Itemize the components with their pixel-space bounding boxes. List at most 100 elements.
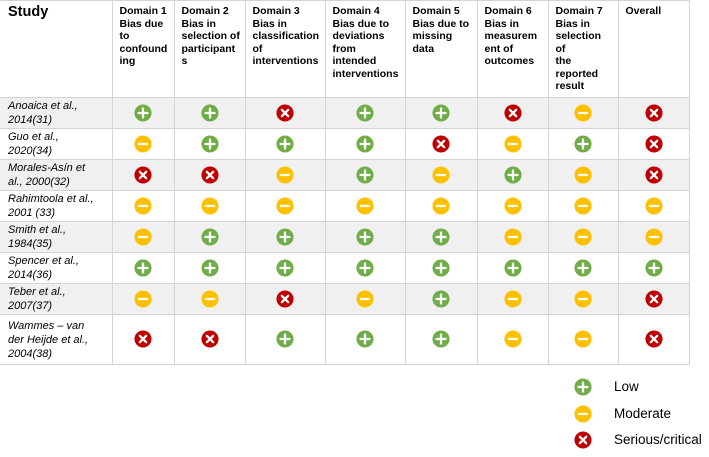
header-line: data (412, 42, 435, 55)
plus-circle-icon (200, 228, 219, 246)
study-name-line: 2020(34) (8, 145, 53, 157)
overall-rating-cell (617, 190, 690, 222)
study-name-cell: Guo et al., 2020(34) (0, 128, 113, 160)
plus-circle-icon (432, 290, 450, 308)
domain-1-rating-cell (111, 221, 175, 253)
study-name-cell: Anoaica et al., 2014(31) (0, 97, 113, 129)
header-line: ing (119, 55, 136, 67)
domain-4-rating-cell (324, 283, 406, 315)
domain-4-header: Domain 4 Bias due to deviations from intende… (324, 0, 406, 98)
domain-2-rating-cell (173, 190, 246, 222)
domain-1-rating-cell (111, 128, 175, 160)
overall-rating-cell (617, 252, 690, 284)
study-name-line: 2001 (33) (8, 207, 56, 219)
minus-circle-icon (503, 330, 522, 348)
header-line: Bias due to (412, 17, 470, 30)
domain-2-rating-cell (173, 252, 246, 284)
study-name-line: 2004(38) (8, 347, 53, 360)
domain-6-rating-cell (476, 190, 549, 222)
domain-5-header: Domain 5 Bias due to missing data (404, 0, 478, 98)
domain-5-rating-cell (404, 221, 478, 253)
header-line: confound (119, 42, 168, 55)
domain-2-rating-cell (173, 97, 246, 129)
minus-circle-icon (432, 197, 450, 215)
cross-circle-icon (644, 135, 663, 153)
table-row: Smith et al., 1984(35) (0, 221, 690, 253)
study-name-cell: Smith et al., 1984(35) (0, 221, 113, 253)
study-name-cell: Wammes – van der Heijde et al., 2004(38) (0, 314, 113, 365)
minus-circle-icon (503, 197, 522, 215)
header-line: deviations (332, 30, 385, 42)
header-line: ent of (484, 42, 514, 55)
plus-circle-icon (574, 135, 592, 153)
study-column-header: Study (0, 0, 113, 98)
header-line: Bias in (252, 17, 287, 30)
domain-6-rating-cell (476, 252, 549, 284)
plus-circle-icon (574, 378, 592, 396)
domain-6-rating-cell (476, 128, 549, 160)
minus-circle-icon (356, 290, 374, 308)
plus-circle-icon (356, 228, 374, 246)
cross-circle-icon (432, 135, 450, 153)
domain-5-rating-cell (404, 128, 478, 160)
minus-circle-icon (644, 197, 663, 215)
minus-circle-icon (574, 290, 592, 308)
risk-of-bias-table: Study Domain 1 Bias due to confound ing Domai… (0, 0, 690, 365)
domain-5-rating-cell (404, 283, 478, 315)
plus-circle-icon (432, 330, 450, 348)
table-row: Rahimtoola et al., 2001 (33) (0, 190, 690, 222)
legend-item-low: Low (570, 378, 709, 396)
domain-2-rating-cell (173, 221, 246, 253)
legend-item-moderate: Moderate (570, 405, 709, 423)
cross-circle-icon (644, 330, 663, 348)
minus-circle-icon (574, 197, 592, 215)
plus-circle-icon (503, 259, 522, 277)
domain-7-rating-cell (547, 314, 619, 365)
legend-label: Low (614, 379, 639, 394)
domain-3-rating-cell (244, 314, 326, 365)
plus-circle-icon (276, 135, 294, 153)
minus-circle-icon (276, 166, 294, 184)
study-name-cell: Morales-Asín et al., 2000(32) (0, 159, 113, 191)
domain-1-rating-cell (111, 159, 175, 191)
table-row: Wammes – van der Heijde et al., 2004(38) (0, 314, 690, 365)
minus-circle-icon (134, 135, 152, 153)
overall-rating-cell (617, 159, 690, 191)
plus-circle-icon (356, 330, 374, 348)
header-line: interventions (252, 55, 319, 67)
plus-circle-icon (503, 166, 522, 184)
domain-2-rating-cell (173, 159, 246, 191)
domain-3-rating-cell (244, 252, 326, 284)
overall-header: Overall (617, 0, 690, 98)
header-line: result (555, 80, 585, 92)
domain-1-header: Domain 1 Bias due to confound ing (111, 0, 175, 98)
domain-3-rating-cell (244, 190, 326, 222)
domain-7-rating-cell (547, 283, 619, 315)
header-line: of (252, 42, 263, 55)
header-line: intended (332, 55, 377, 67)
domain-4-rating-cell (324, 159, 406, 191)
legend-label: Moderate (614, 406, 672, 421)
plus-circle-icon (276, 228, 294, 246)
study-name-line: 2014(36) (8, 269, 53, 281)
cross-circle-icon (644, 104, 663, 122)
cross-circle-icon (134, 166, 152, 184)
header-line: Bias in (484, 17, 519, 30)
header-line: Domain 6 (484, 5, 532, 17)
header-line: Domain 5 (412, 5, 460, 17)
plus-circle-icon (134, 259, 152, 277)
minus-circle-icon (356, 197, 374, 215)
header-line: selection of (555, 30, 602, 55)
minus-circle-icon (574, 166, 592, 184)
domain-4-rating-cell (324, 128, 406, 160)
overall-rating-cell (617, 283, 690, 315)
study-name-line: Spencer et al., (8, 255, 79, 267)
study-name-line: der Heijde et al., (8, 333, 89, 346)
overall-rating-cell (617, 314, 690, 365)
study-name-line: Smith et al., (8, 224, 67, 236)
study-name-line: Anoaica et al., (8, 100, 78, 112)
domain-7-rating-cell (547, 97, 619, 129)
domain-2-header: Domain 2 Bias in selection of participant s (173, 0, 246, 98)
domain-4-rating-cell (324, 190, 406, 222)
minus-circle-icon (574, 405, 592, 423)
